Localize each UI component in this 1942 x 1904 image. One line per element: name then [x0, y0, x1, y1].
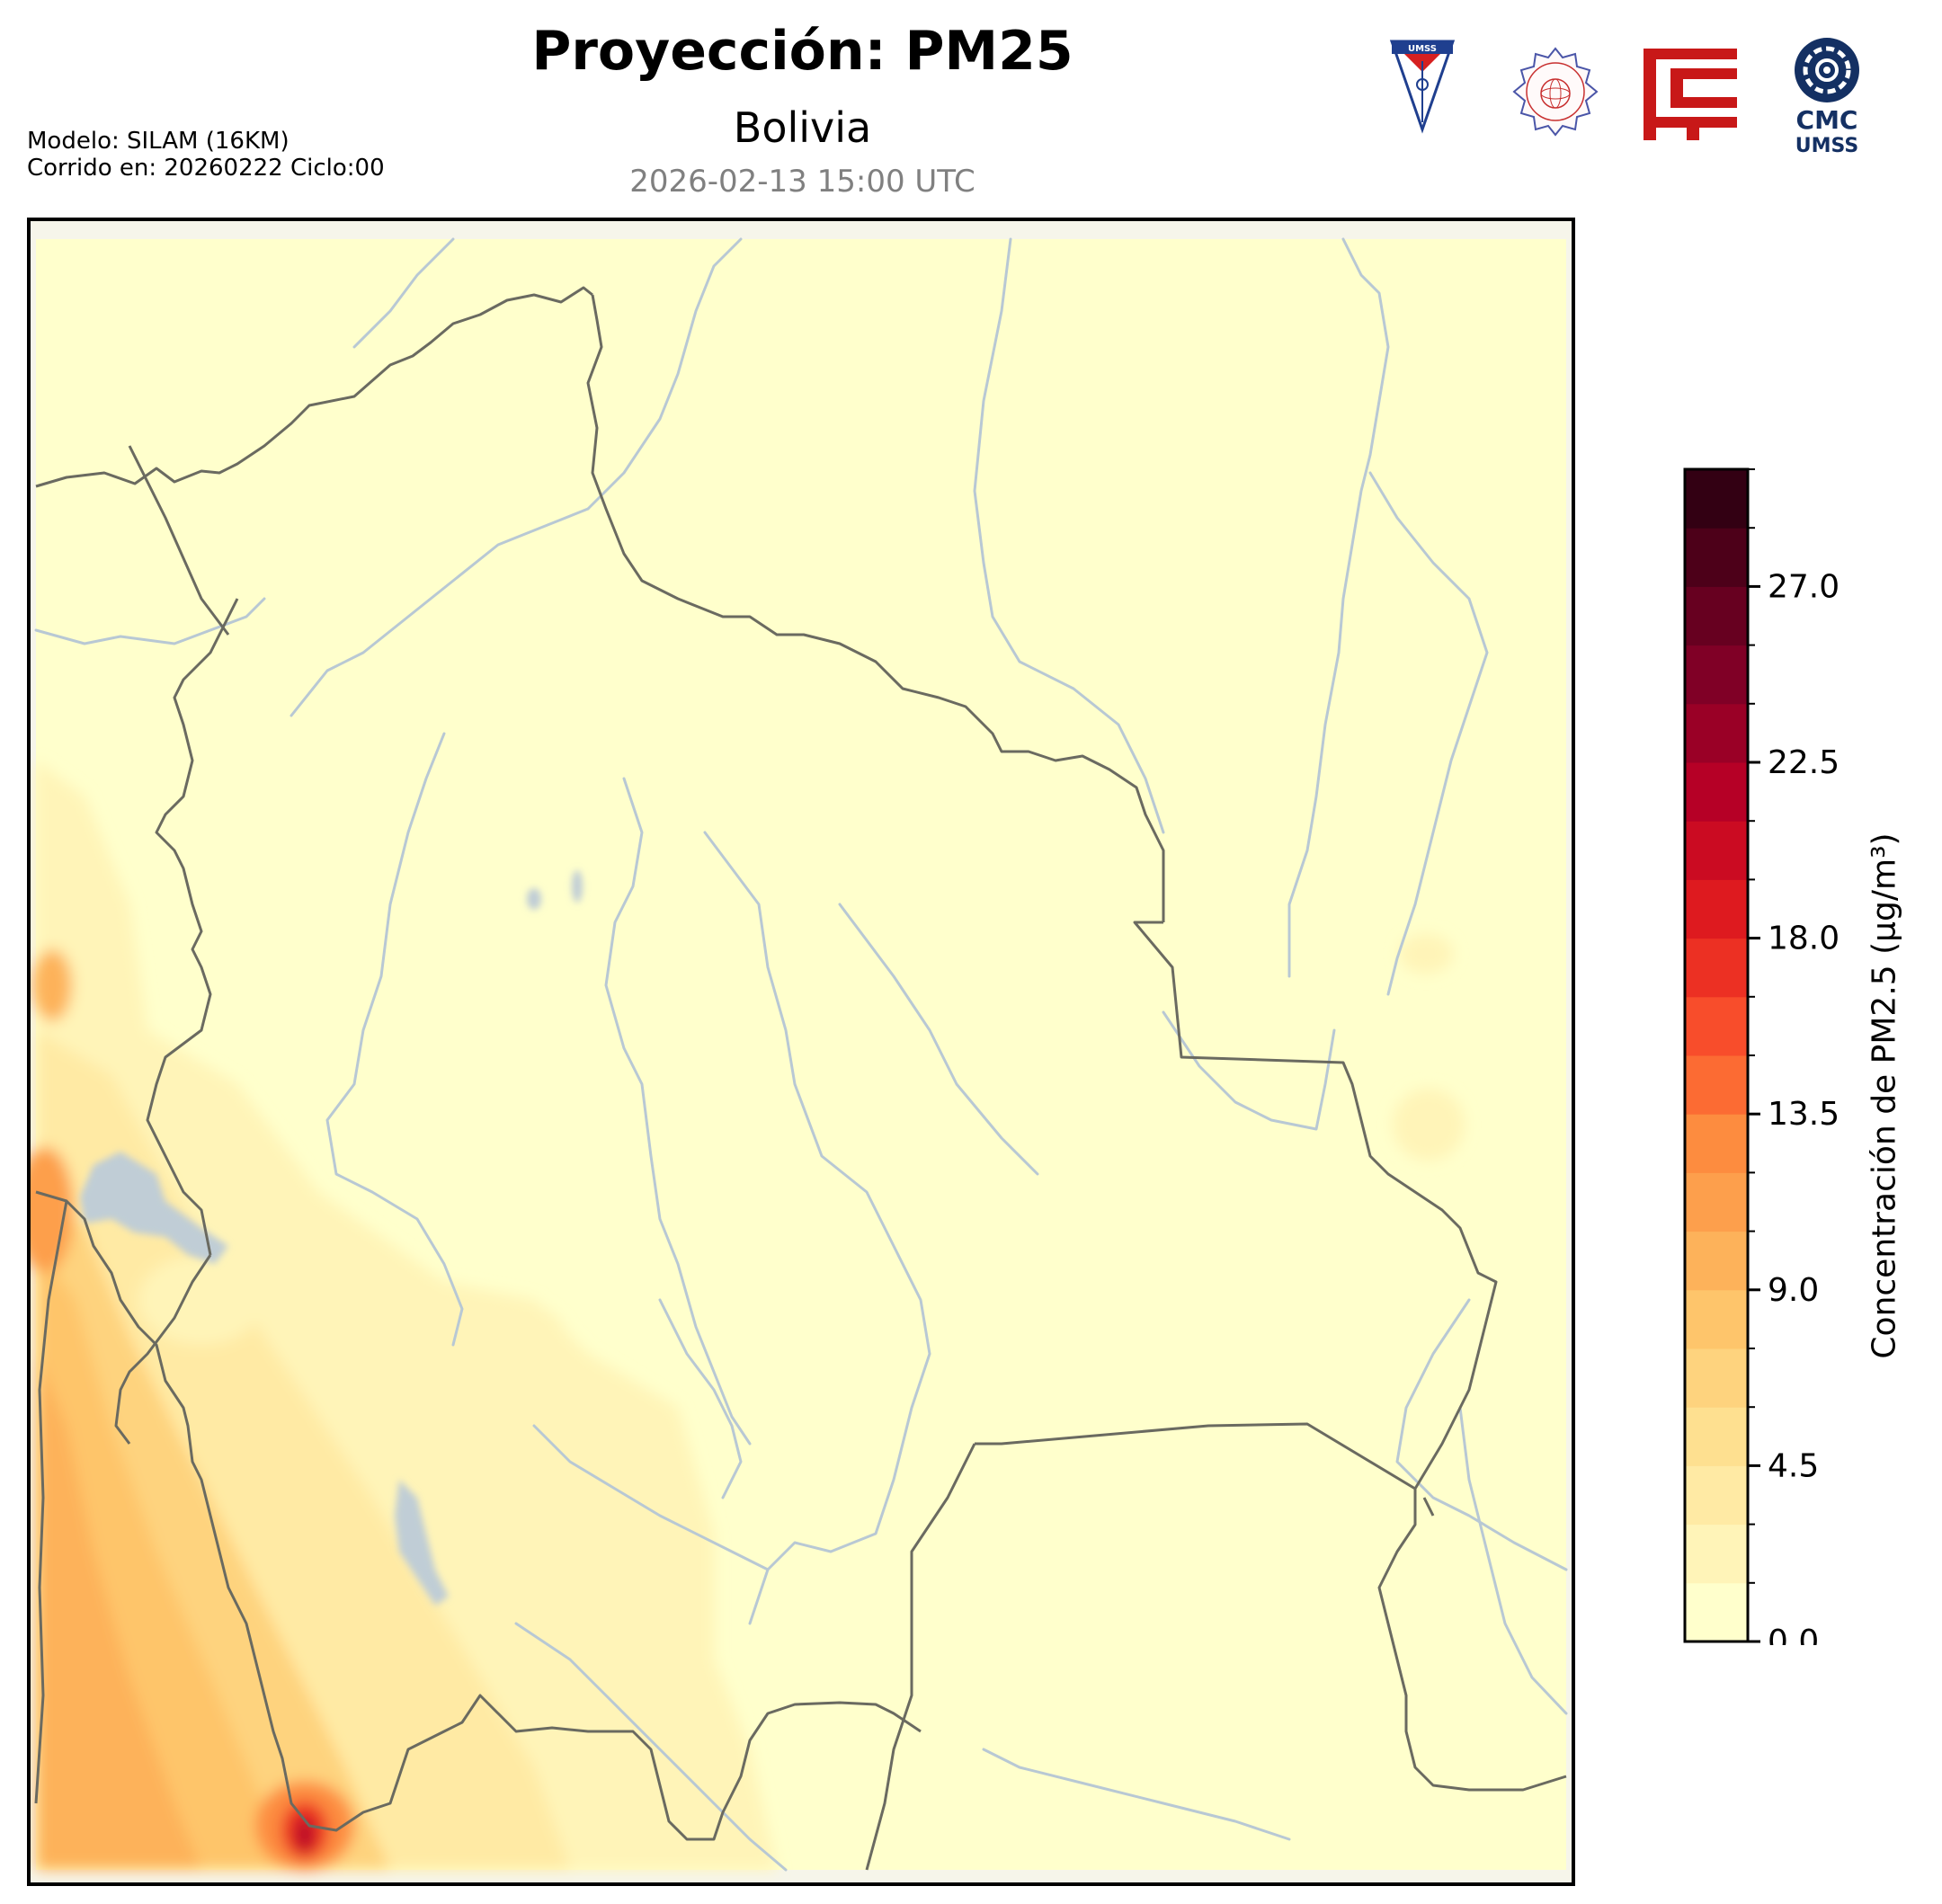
- run-line: Corrido en: 20260222 Ciclo:00: [27, 155, 385, 182]
- colorbar-segment: [1685, 528, 1748, 587]
- map-panel[interactable]: [27, 218, 1575, 1886]
- colorbar-segment: [1685, 1055, 1748, 1115]
- colorbar-segment: [1685, 469, 1748, 529]
- colorbar-segment: [1685, 1407, 1748, 1466]
- physics-department-seal: [1509, 45, 1602, 138]
- lake-north-1: [527, 888, 541, 910]
- cmc-text: CMC: [1796, 105, 1858, 135]
- colorbar-tick-label: 9.0: [1768, 1272, 1819, 1309]
- pm25-patch-central: [440, 1300, 566, 1372]
- umss-shield-text: UMSS: [1408, 44, 1437, 54]
- colorbar-label: Concentración de PM2.5 (µg/m³): [1866, 832, 1903, 1358]
- colorbar-segment: [1685, 704, 1748, 763]
- colorbar-segment: [1685, 1290, 1748, 1349]
- colorbar-tick-label: 0.0: [1768, 1624, 1819, 1645]
- colorbar-tick-label: 27.0: [1768, 568, 1840, 605]
- colorbar-segment: [1685, 1465, 1748, 1525]
- model-line: Modelo: SILAM (16KM): [27, 128, 385, 155]
- colorbar-segment: [1685, 1114, 1748, 1173]
- model-info: Modelo: SILAM (16KM) Corrido en: 2026022…: [27, 128, 385, 182]
- colorbar-segment: [1685, 645, 1748, 705]
- chart-title: Proyección: PM25: [0, 20, 1605, 83]
- colorbar: 0.0 4.5 9.0 13.5 18.0 22.5 27.0: [1683, 467, 1863, 1645]
- colorbar-segment: [1685, 762, 1748, 822]
- logo-bar: UMSS CMC UMSS: [1376, 36, 1879, 162]
- colorbar-segment: [1685, 1583, 1748, 1642]
- colorbar-segment: [1685, 879, 1748, 939]
- colorbar-ticks: 0.0 4.5 9.0 13.5 18.0 22.5 27.0: [1748, 469, 1840, 1645]
- lake-north-2: [572, 870, 583, 903]
- colorbar-tick-label: 22.5: [1768, 744, 1840, 781]
- colorbar-tick-label: 4.5: [1768, 1447, 1819, 1484]
- colorbar-segment: [1685, 586, 1748, 645]
- colorbar-segments: [1685, 469, 1748, 1642]
- red-geometric-logo: [1644, 49, 1737, 140]
- pm25-patch-east-1: [1399, 934, 1453, 974]
- pm25-hotspot-northwest-1: [32, 949, 72, 1021]
- colorbar-segment: [1685, 1172, 1748, 1232]
- colorbar-segment: [1685, 1525, 1748, 1584]
- umss-shield-logo: UMSS: [1388, 36, 1456, 135]
- pm25-patch-east-2: [1393, 1089, 1465, 1161]
- colorbar-segment: [1685, 939, 1748, 998]
- colorbar-segment: [1685, 821, 1748, 880]
- colorbar-tick-label: 13.5: [1768, 1096, 1840, 1133]
- colorbar-tick-label: 18.0: [1768, 921, 1840, 957]
- cmc-umss-logo: CMC UMSS: [1782, 36, 1872, 157]
- colorbar-segment: [1685, 1232, 1748, 1291]
- map-svg[interactable]: [31, 221, 1572, 1882]
- cmc-umss-text: UMSS: [1795, 135, 1858, 157]
- colorbar-segment: [1685, 1348, 1748, 1408]
- colorbar-segment: [1685, 997, 1748, 1056]
